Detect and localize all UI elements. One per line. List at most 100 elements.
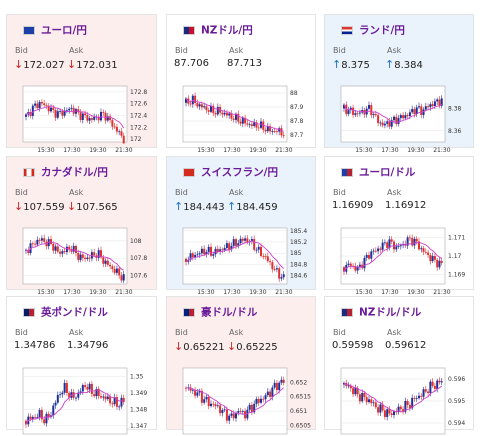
eu-us-flag [341,168,353,177]
x-tick-label: 21:30 [115,147,132,154]
card-title[interactable]: ユーロ/ドル [341,165,415,179]
candle-body [427,106,430,108]
candle-body [237,411,240,413]
mini-candle-chart: 0.596 0.595 0.594 [337,364,475,436]
candle-body [436,99,439,102]
candle-body [235,113,237,120]
candle-body [372,250,375,252]
candle-body [84,113,87,116]
pair-name[interactable]: ユーロ/円 [41,24,87,37]
candle-body [50,107,52,112]
rate-card[interactable]: NZドル/円 Bid Ask 87.706 87.713 88 87.9 87.8 87.7 15… [166,14,316,154]
rate-card[interactable]: スイスフラン/円 Bid Ask ↑184.443 ↑184.459 185.4 185.2… [166,156,316,296]
arrow-down-icon: ↓ [174,340,184,353]
y-tick-label: 1.171 [448,234,465,241]
candle-body [75,109,77,114]
rate-card[interactable]: ユーロ/ドル Bid Ask 1.16909 1.16912 1.171 1.17 1.169… [324,156,474,296]
candle-body [40,102,43,104]
candle-body [118,268,121,276]
pair-name[interactable]: NZドル/ドル [359,306,422,319]
candle-body [106,396,109,400]
candle-body [230,113,233,119]
ask-label: Ask [229,328,244,337]
candle-body [269,391,272,397]
x-tick-label: 21:30 [433,147,450,154]
candle-body [100,250,102,258]
candle-body [422,109,425,116]
candle-body [232,118,235,120]
candle-body [354,113,357,115]
candle-body [93,394,96,397]
rate-card[interactable]: NZドル/ドル Bid Ask 0.59598 0.59612 0.596 0.595 0.5… [324,296,474,435]
candle-body [361,264,364,269]
bid-label: Bid [333,188,346,197]
candle-body [250,404,253,413]
candle-body [381,122,384,126]
candle-body [347,263,350,265]
card-title[interactable]: 英ポンド/ドル [23,305,108,319]
candle-body [223,248,226,251]
candle-body [347,385,350,387]
candle-body [61,111,64,116]
chart-svg: 88 87.9 87.8 87.7 15:30 17:30 19:30 21:30 [182,85,304,154]
card-title[interactable]: 豪ドル/ドル [183,305,257,319]
candle-body [228,415,231,421]
bid-label: Bid [175,188,188,197]
candle-body [244,238,247,241]
pair-name[interactable]: ランド/円 [359,24,405,37]
card-title[interactable]: カナダドル/円 [23,165,108,179]
candle-body [72,107,75,114]
candle-body [406,237,409,246]
candle-body [93,252,96,256]
candle-body [411,397,414,409]
ask-label: Ask [69,188,84,197]
candle-body [221,249,224,251]
candle-body [413,238,416,246]
bid-label: Bid [175,46,188,55]
card-title[interactable]: スイスフラン/円 [183,165,278,179]
rate-card[interactable]: ユーロ/円 Bid Ask ↓172.027 ↓172.031 172.8 172.6 172… [6,14,157,154]
candle-body [228,243,231,250]
pair-name[interactable]: 英ポンド/ドル [41,306,108,319]
candle-body [266,256,269,262]
rate-card[interactable]: ランド/円 Bid Ask ↑8.375 ↑8.384 8.38 8.36 15:30 17:3… [324,14,474,154]
candle-body [255,122,258,128]
candle-body [196,254,199,256]
chart-svg: 0.652 0.6515 0.651 0.6505 [182,367,311,435]
candle-body [393,411,395,416]
card-title[interactable]: ユーロ/円 [23,23,87,37]
candle-body [65,110,68,112]
pair-name[interactable]: 豪ドル/ドル [201,306,258,319]
x-tick-label: 19:30 [249,289,266,296]
card-title[interactable]: NZドル/円 [183,23,253,37]
bid-value-text: 107.559 [23,202,65,213]
pair-name[interactable]: NZドル/円 [201,24,253,37]
candle-body [198,253,201,255]
candle-body [40,238,43,241]
candle-body [228,113,231,116]
ask-value-text: 0.65225 [236,342,278,353]
pair-name[interactable]: スイスフラン/円 [201,166,279,179]
candle-body [418,395,420,399]
candle-body [239,238,242,244]
card-title[interactable]: ランド/円 [341,23,405,37]
y-tick-label: 88 [290,90,298,97]
candle-body [347,110,350,114]
bid-value-text: 0.65221 [183,342,225,353]
candle-body [102,396,105,398]
candle-body [219,405,222,414]
candle-body [363,257,366,269]
bid-value-text: 8.375 [341,60,370,71]
pair-name[interactable]: カナダドル/円 [41,166,108,179]
pair-name[interactable]: ユーロ/ドル [359,166,416,179]
candle-body [210,403,212,407]
candle-body [31,243,34,245]
card-title[interactable]: NZドル/ドル [341,305,421,319]
candle-body [365,254,368,258]
x-tick-label: 21:30 [433,289,450,296]
candle-body [388,239,391,249]
rate-card[interactable]: カナダドル/円 Bid Ask ↓107.559 ↓107.565 108 107.8 107… [6,156,157,296]
bid-value: ↓0.65221 [174,340,225,353]
candle-body [257,398,260,403]
candle-body [388,121,391,127]
